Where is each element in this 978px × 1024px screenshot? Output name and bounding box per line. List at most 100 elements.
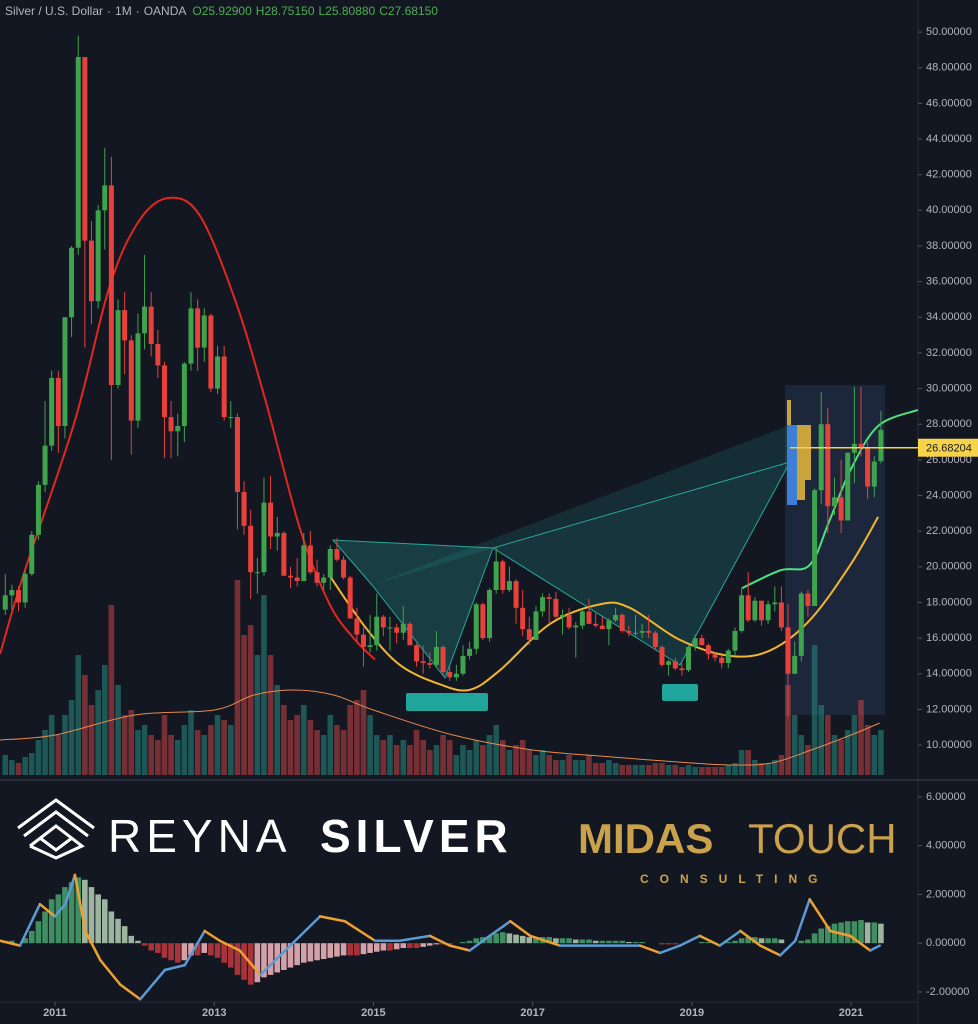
candle-body bbox=[294, 577, 300, 582]
candle-body bbox=[626, 630, 632, 633]
volume-bar bbox=[135, 730, 141, 775]
histogram-bar bbox=[798, 940, 805, 944]
volume-bar bbox=[300, 705, 307, 775]
candle-body bbox=[778, 602, 784, 628]
volume-bar bbox=[539, 750, 546, 775]
volume-bar bbox=[2, 755, 9, 775]
sep: · bbox=[107, 4, 111, 18]
histogram-bar bbox=[314, 943, 320, 961]
histogram-bar bbox=[466, 940, 473, 944]
volume-bar bbox=[553, 760, 559, 775]
candle-body bbox=[705, 645, 711, 655]
candle-body bbox=[493, 561, 499, 590]
candle-body bbox=[95, 210, 101, 302]
volume-bar bbox=[426, 750, 433, 775]
histogram-bar bbox=[672, 943, 679, 945]
macd-line-segment bbox=[849, 934, 872, 952]
macd-line-segment bbox=[259, 954, 282, 977]
volume-bar bbox=[838, 740, 844, 775]
histogram-bar bbox=[519, 935, 526, 944]
candle-body bbox=[75, 57, 81, 248]
stat: C27.68150 bbox=[379, 4, 438, 18]
histogram-bar bbox=[327, 943, 334, 958]
volume-bar bbox=[818, 705, 825, 775]
histogram-bar bbox=[42, 911, 48, 944]
macd-line-segment bbox=[64, 873, 77, 906]
histogram-bar bbox=[121, 926, 128, 944]
macd-line-segment bbox=[759, 944, 782, 957]
candle-body bbox=[427, 663, 433, 665]
volume-bar bbox=[672, 765, 679, 775]
stat: O25.92900 bbox=[192, 4, 252, 18]
volume-bar bbox=[42, 730, 48, 775]
candle-body bbox=[347, 577, 353, 619]
histogram-bar bbox=[75, 877, 82, 944]
macd-line-segment bbox=[829, 929, 852, 938]
macd-line-segment bbox=[138, 968, 167, 1001]
volume-bar bbox=[453, 755, 460, 775]
logo-word: SILVER bbox=[320, 810, 513, 862]
histogram-bar bbox=[208, 943, 214, 956]
volume-bar bbox=[9, 760, 15, 775]
volume-bar bbox=[214, 715, 221, 775]
candle-body bbox=[400, 623, 406, 633]
candle-body bbox=[447, 671, 453, 678]
candle-body bbox=[115, 310, 121, 386]
y-tick-label: 12.00000 bbox=[926, 703, 972, 715]
candle-body bbox=[287, 575, 293, 578]
volume-bar bbox=[201, 735, 208, 775]
volume-bar bbox=[194, 730, 201, 775]
candle-body bbox=[155, 344, 161, 366]
y-tick-label: 22.00000 bbox=[926, 525, 972, 537]
candle-body bbox=[725, 650, 731, 664]
wedge bbox=[372, 425, 790, 585]
candle-body bbox=[599, 625, 605, 630]
histogram-bar bbox=[373, 943, 380, 952]
candle-body bbox=[825, 424, 831, 507]
candle-body bbox=[35, 484, 41, 535]
candle-body bbox=[579, 611, 585, 626]
histogram-bar bbox=[281, 943, 287, 971]
volume-bar bbox=[685, 765, 692, 775]
volume-bar bbox=[234, 580, 241, 775]
histogram-bar bbox=[426, 943, 433, 946]
histogram-bar bbox=[665, 943, 672, 945]
volume-bar bbox=[519, 740, 526, 775]
volume-bar bbox=[619, 765, 625, 775]
x-tick-label: 2011 bbox=[43, 1007, 67, 1019]
candle-body bbox=[865, 447, 871, 487]
candle-body bbox=[281, 532, 287, 576]
histogram-bar bbox=[546, 937, 552, 944]
volume-bar bbox=[725, 765, 732, 775]
histogram-bar bbox=[148, 943, 154, 951]
volume-bar bbox=[347, 705, 353, 775]
volume-bar bbox=[798, 735, 805, 775]
histogram-bar bbox=[553, 938, 559, 944]
candle-body bbox=[559, 614, 565, 617]
volume-bar bbox=[559, 760, 566, 775]
volume-bar bbox=[811, 645, 818, 775]
volume-bar bbox=[486, 735, 493, 775]
volume-bar bbox=[141, 725, 148, 775]
macd-line-segment bbox=[468, 934, 491, 952]
histogram-bar bbox=[287, 943, 294, 968]
candle-body bbox=[234, 417, 240, 492]
volume-bar bbox=[586, 755, 592, 775]
volume-bar bbox=[599, 763, 606, 775]
volume-bar bbox=[367, 715, 373, 775]
histogram-bar bbox=[738, 938, 745, 944]
volume-bar bbox=[579, 760, 586, 775]
volume-bar bbox=[148, 735, 154, 775]
pattern-left bbox=[331, 539, 494, 680]
candle-body bbox=[818, 424, 824, 491]
volume-bar bbox=[758, 763, 765, 775]
macd-line-segment bbox=[203, 929, 222, 942]
candle-body bbox=[752, 600, 758, 621]
histogram-bar bbox=[612, 940, 619, 944]
volume-bar bbox=[208, 725, 214, 775]
candle-body bbox=[321, 577, 327, 583]
histogram-bar bbox=[141, 943, 148, 946]
candle-body bbox=[195, 308, 201, 348]
histogram-bar bbox=[82, 879, 88, 944]
volume-bar bbox=[645, 765, 652, 775]
